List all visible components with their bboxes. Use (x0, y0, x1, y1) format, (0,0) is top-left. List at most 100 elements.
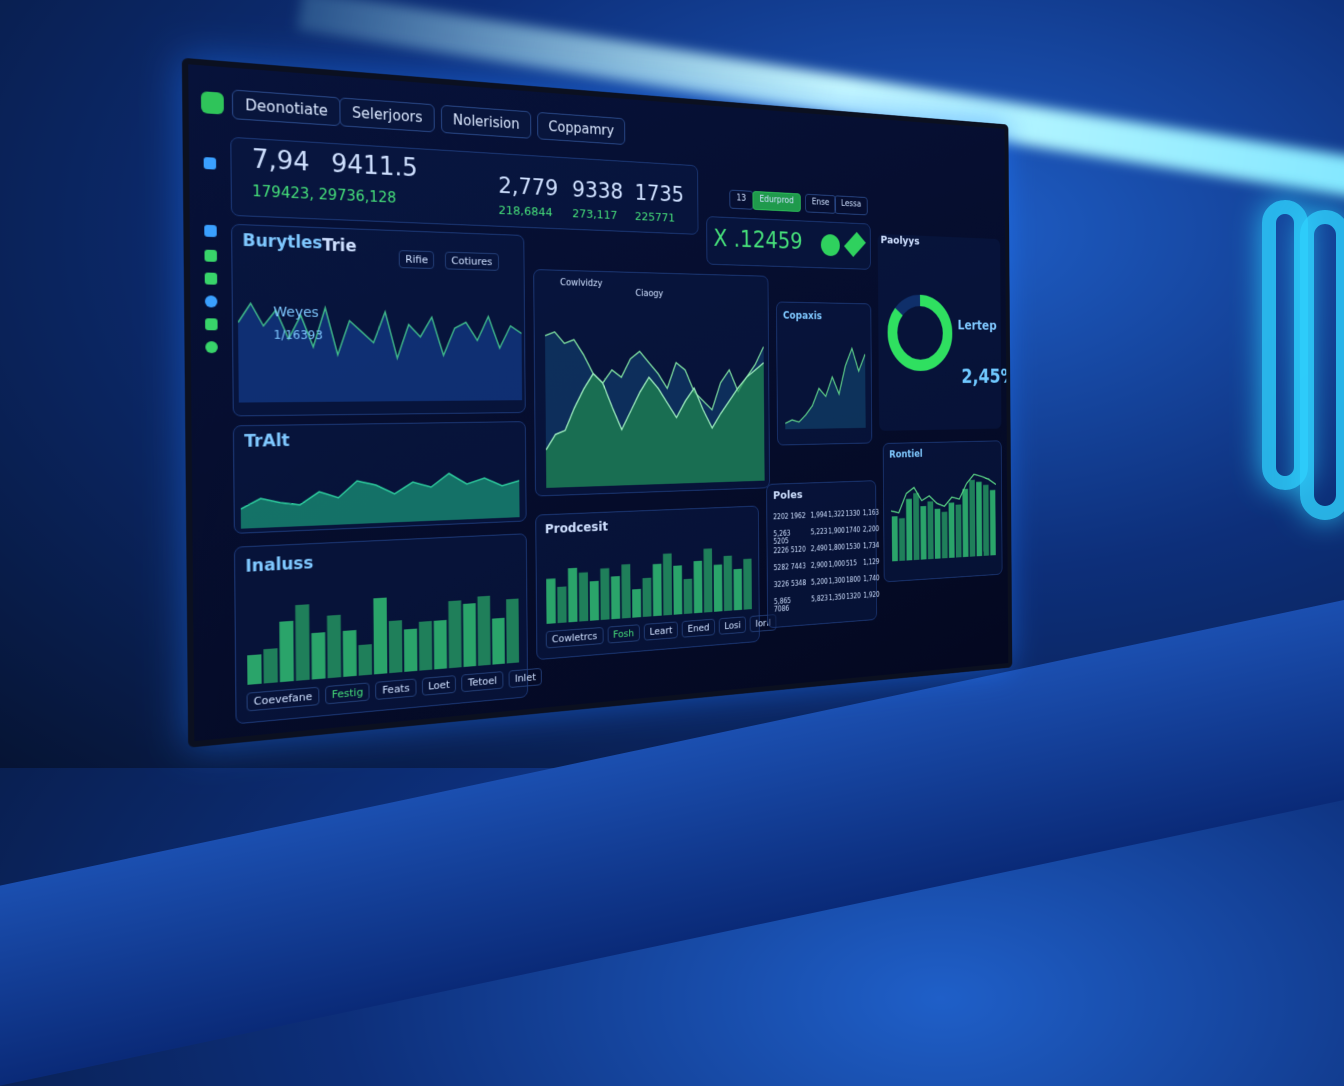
bar (990, 490, 996, 556)
bar (419, 621, 432, 671)
status-circle-icon (821, 234, 840, 256)
stat-value: 7,94 (252, 145, 310, 177)
filter-tab[interactable]: Tetoel (462, 671, 504, 692)
bar (404, 629, 417, 672)
bar (579, 572, 588, 621)
bar (311, 632, 325, 679)
bar (358, 644, 372, 676)
filter-tab[interactable]: Loet (422, 675, 457, 696)
toolbar-button[interactable]: Ense (805, 194, 836, 214)
bar (920, 506, 926, 560)
wall-light (1300, 210, 1344, 520)
table-cell: 1740 (846, 526, 859, 543)
table-cell: 2,900 (811, 561, 824, 579)
bar (969, 480, 975, 557)
tab-deonotiate[interactable]: Deonotiate (232, 89, 341, 126)
toolbar-button[interactable]: Lessa (834, 195, 867, 215)
bar (962, 489, 968, 557)
bar (327, 615, 341, 678)
panel-title: TrAlt (244, 431, 290, 451)
filter-tab[interactable]: Festig (325, 682, 370, 704)
status-icon[interactable] (205, 341, 218, 353)
bar (477, 596, 490, 666)
bar (247, 654, 262, 685)
donut-chart (885, 292, 954, 374)
table-cell: 1,300 (829, 577, 842, 595)
bar (343, 630, 357, 677)
donut-percent: 2,45% (961, 365, 1008, 387)
bar (263, 648, 277, 683)
filter-tab[interactable]: Losi (719, 616, 747, 634)
home-icon[interactable] (204, 157, 217, 170)
bar (714, 564, 723, 611)
toolbar-button[interactable]: Edurprod (752, 191, 800, 212)
tab-nolerision[interactable]: Nolerision (441, 105, 531, 139)
donut-label: Lertep (958, 317, 997, 333)
bar (463, 603, 476, 667)
bar (621, 564, 630, 618)
stat-sub: 273,117 (572, 207, 617, 222)
bar (389, 620, 403, 673)
filter-tab[interactable]: Cowletrcs (546, 627, 604, 648)
prodcesit-panel: Prodcesit Cowletrcs Fosh Leart Ened Losi Iori… (535, 506, 760, 661)
tab-cotiures[interactable]: Cotiures (445, 252, 499, 271)
table-cell: 1,800 (828, 544, 841, 561)
arrow-up-icon[interactable] (204, 225, 217, 237)
bar (913, 493, 919, 560)
tab-coppamry[interactable]: Coppamry (537, 112, 625, 145)
table-cell: 1,900 (828, 527, 841, 544)
chart-icon[interactable] (205, 318, 218, 330)
stat-sub: 218,6844 (498, 204, 552, 220)
bar-chart (545, 541, 753, 624)
table-cell: 5,263 5205 (773, 529, 806, 548)
table-cell: 1,129 (863, 558, 876, 575)
filter-tab[interactable]: Inlet (508, 668, 542, 688)
bar (546, 578, 556, 623)
edit-icon[interactable] (205, 272, 218, 284)
bar (673, 565, 682, 614)
folder-icon[interactable] (204, 250, 217, 262)
table-cell: 1,920 (863, 591, 876, 608)
paolyys-panel: Paolyys Lertep 2,45% (878, 234, 1002, 431)
panel-title: Inaluss (245, 554, 313, 577)
bar (684, 579, 693, 614)
toolbar-button[interactable]: 13 (729, 190, 753, 210)
bar (492, 618, 505, 665)
table-cell: 1,994 (810, 511, 823, 528)
tab-rifie[interactable]: Rifie (399, 250, 435, 269)
filter-tab[interactable]: Ened (682, 619, 715, 638)
bar-line-chart (891, 468, 997, 561)
table-cell: 5,223 (811, 528, 824, 545)
filter-tab[interactable]: Coevefane (247, 687, 320, 712)
filter-tab[interactable]: Leart (644, 621, 678, 640)
rontiel-panel: Rontiel (883, 440, 1003, 582)
bar (448, 600, 461, 668)
settings-icon[interactable] (205, 295, 218, 307)
filter-tab[interactable]: Fosh (607, 624, 640, 643)
table-cell: 1330 (845, 510, 858, 527)
bar (590, 581, 599, 621)
stat-value: 1735 (635, 180, 685, 207)
bar (942, 512, 948, 559)
filter-tab[interactable]: Feats (375, 678, 416, 699)
bar (734, 569, 743, 611)
table-cell: 2226 5120 (773, 546, 806, 565)
stat-value: 2,779 (498, 172, 558, 201)
tab-selerjoors[interactable]: Selerjoors (339, 97, 434, 132)
bar (568, 568, 578, 623)
bar (949, 503, 955, 558)
table-cell: 1,163 (863, 509, 876, 526)
chart-label: Weyes (273, 305, 318, 321)
table-cell: 5,200 (811, 578, 824, 596)
panel-title: Copaxis (783, 309, 822, 321)
panel-title: Rontiel (889, 448, 923, 460)
table-cell: 1,322 (828, 510, 841, 527)
table-cell: 1,000 (828, 560, 841, 577)
bar-chart (246, 571, 520, 685)
bar (653, 564, 662, 617)
panel-title: Poles (773, 489, 803, 503)
diamond-icon (844, 232, 866, 257)
bar (642, 578, 651, 617)
area-chart (545, 298, 765, 488)
chart-label: Ciaogy (635, 289, 663, 299)
